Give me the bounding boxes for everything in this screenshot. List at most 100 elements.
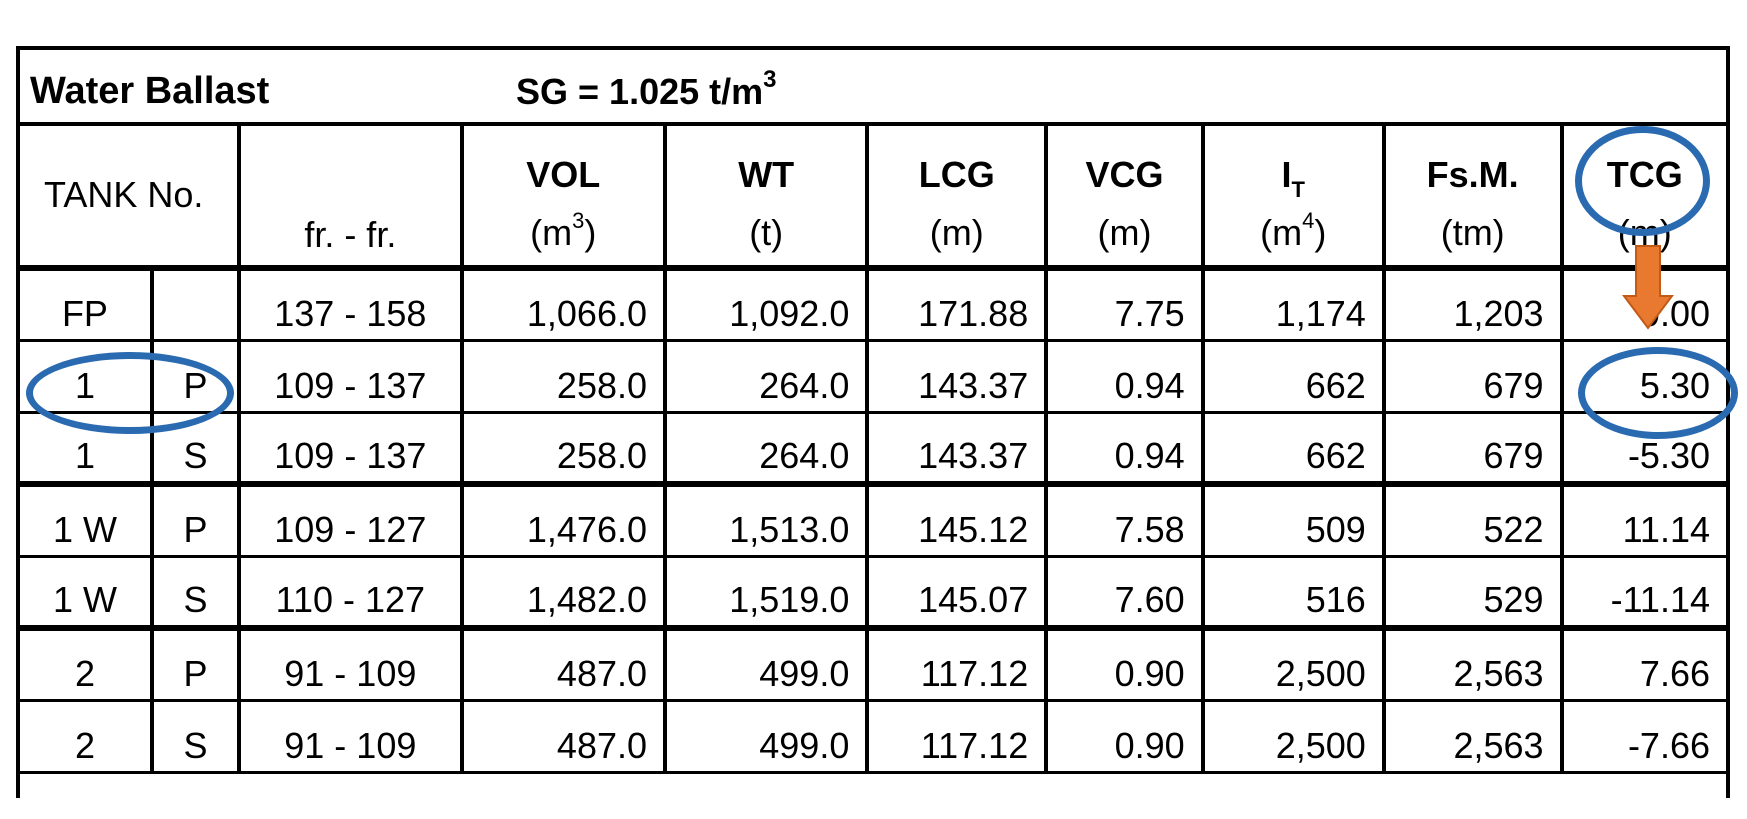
header-lcg-name: LCG xyxy=(918,154,995,195)
frame-range: 137 - 158 xyxy=(239,265,464,342)
header-frames-label: fr. - fr. xyxy=(304,214,397,255)
header-wt-name: WT xyxy=(738,154,795,195)
vcg-value: 0.94 xyxy=(1046,412,1205,486)
tank-side: P xyxy=(151,481,242,558)
header-tcg-unit: (m) xyxy=(1617,212,1672,253)
vcg-value: 0.90 xyxy=(1046,625,1205,702)
volume: 487.0 xyxy=(461,700,668,774)
volume: 1,476.0 xyxy=(461,481,668,558)
volume: 258.0 xyxy=(461,340,668,414)
header-fsm-unit: (tm) xyxy=(1440,212,1505,253)
it-value: 2,500 xyxy=(1202,700,1386,774)
header-vol: VOL (m3) xyxy=(461,126,668,271)
header-it-unit: (m4) xyxy=(1205,208,1382,254)
fsm-value: 522 xyxy=(1383,481,1564,558)
volume: 1,482.0 xyxy=(461,556,668,630)
header-it-name: IT xyxy=(1205,154,1382,202)
tank-number: 1 W xyxy=(20,481,154,558)
vcg-value: 0.90 xyxy=(1046,700,1205,774)
fsm-value: 679 xyxy=(1383,340,1564,414)
tank-side: P xyxy=(151,625,242,702)
lcg-value: 171.88 xyxy=(867,265,1049,342)
vcg-value: 7.58 xyxy=(1046,481,1205,558)
lcg-value: 145.07 xyxy=(867,556,1049,630)
header-it-unit-base: (m xyxy=(1260,212,1303,253)
tank-side: S xyxy=(151,412,242,486)
lcg-value: 117.12 xyxy=(867,625,1049,702)
tank-number: 2 xyxy=(20,625,154,702)
weight: 1,092.0 xyxy=(665,265,870,342)
header-lcg-unit: (m) xyxy=(929,212,984,253)
sg-text: SG = 1.025 t/m xyxy=(516,71,764,112)
tcg-value: 7.66 xyxy=(1561,625,1726,702)
tank-number: 1 W xyxy=(20,556,154,630)
table-row: 2 P 91 - 109 487.0 499.0 117.12 0.90 2,500 2,563… xyxy=(20,625,1726,702)
weight: 264.0 xyxy=(665,340,870,414)
it-value: 516 xyxy=(1202,556,1386,630)
fsm-value: 529 xyxy=(1383,556,1564,630)
weight: 1,513.0 xyxy=(665,481,870,558)
it-value: 509 xyxy=(1202,481,1386,558)
header-wt: WT (t) xyxy=(665,126,870,271)
weight: 264.0 xyxy=(665,412,870,486)
vcg-value: 7.75 xyxy=(1046,265,1205,342)
it-value: 1,174 xyxy=(1202,265,1386,342)
tank-number: 2 xyxy=(20,700,154,774)
header-tcg: TCG (m) xyxy=(1561,126,1726,271)
specific-gravity: SG = 1.025 t/m3 xyxy=(516,66,777,113)
table-row: 1 W P 109 - 127 1,476.0 1,513.0 145.12 7.58 509… xyxy=(20,481,1726,558)
fsm-value: 2,563 xyxy=(1383,700,1564,774)
sg-sup: 3 xyxy=(763,66,777,93)
vcg-value: 0.94 xyxy=(1046,340,1205,414)
header-tank-label: TANK No. xyxy=(44,174,204,215)
ballast-table: TANK No. fr. - fr. VOL (m3) WT (t) LCG (… xyxy=(20,126,1726,774)
header-vcg: VCG (m) xyxy=(1046,126,1205,271)
header-vol-unit-end: ) xyxy=(584,212,597,253)
header-it-letter: I xyxy=(1281,154,1292,195)
header-vcg-name: VCG xyxy=(1085,154,1164,195)
tank-side xyxy=(151,265,242,342)
table-row: 2 S 91 - 109 487.0 499.0 117.12 0.90 2,500 2,563… xyxy=(20,700,1726,774)
table-row: 1 W S 110 - 127 1,482.0 1,519.0 145.07 7.60 516… xyxy=(20,556,1726,630)
weight: 499.0 xyxy=(665,625,870,702)
tank-side: P xyxy=(151,340,242,414)
water-ballast-sheet: Water Ballast SG = 1.025 t/m3 TANK No. f… xyxy=(16,46,1730,798)
tank-number: 1 xyxy=(20,340,154,414)
header-tank: TANK No. xyxy=(20,126,242,271)
it-value: 2,500 xyxy=(1202,625,1386,702)
frame-range: 91 - 109 xyxy=(239,700,464,774)
vcg-value: 7.60 xyxy=(1046,556,1205,630)
volume: 1,066.0 xyxy=(461,265,668,342)
weight: 1,519.0 xyxy=(665,556,870,630)
tank-side: S xyxy=(151,556,242,630)
table-row: 1 S 109 - 137 258.0 264.0 143.37 0.94 662 679 -5.… xyxy=(20,412,1726,486)
fsm-value: 1,203 xyxy=(1383,265,1564,342)
fsm-value: 679 xyxy=(1383,412,1564,486)
header-vol-name: VOL xyxy=(526,154,601,195)
header-it: IT (m4) xyxy=(1202,126,1386,271)
header-wt-unit: (t) xyxy=(749,212,784,253)
tcg-value: -11.14 xyxy=(1561,556,1726,630)
header-frames: fr. - fr. xyxy=(239,126,464,271)
lcg-value: 143.37 xyxy=(867,412,1049,486)
tank-side: S xyxy=(151,700,242,774)
it-value: 662 xyxy=(1202,340,1386,414)
tcg-value: -7.66 xyxy=(1561,700,1726,774)
header-vcg-unit: (m) xyxy=(1097,212,1152,253)
tcg-value: 11.14 xyxy=(1561,481,1726,558)
header-it-unit-end: ) xyxy=(1314,212,1327,253)
frame-range: 91 - 109 xyxy=(239,625,464,702)
fsm-value: 2,563 xyxy=(1383,625,1564,702)
frame-range: 110 - 127 xyxy=(239,556,464,630)
table-body: FP 137 - 158 1,066.0 1,092.0 171.88 7.75 1,174… xyxy=(20,265,1726,774)
lcg-value: 143.37 xyxy=(867,340,1049,414)
lcg-value: 145.12 xyxy=(867,481,1049,558)
header-fsm-name: Fs.M. xyxy=(1426,154,1519,195)
tank-number: 1 xyxy=(20,412,154,486)
title-bar: Water Ballast SG = 1.025 t/m3 xyxy=(20,50,1726,126)
it-value: 662 xyxy=(1202,412,1386,486)
header-it-unit-sup: 4 xyxy=(1302,208,1315,233)
header-tcg-name: TCG xyxy=(1606,154,1683,195)
lcg-value: 117.12 xyxy=(867,700,1049,774)
header-lcg: LCG (m) xyxy=(867,126,1049,271)
